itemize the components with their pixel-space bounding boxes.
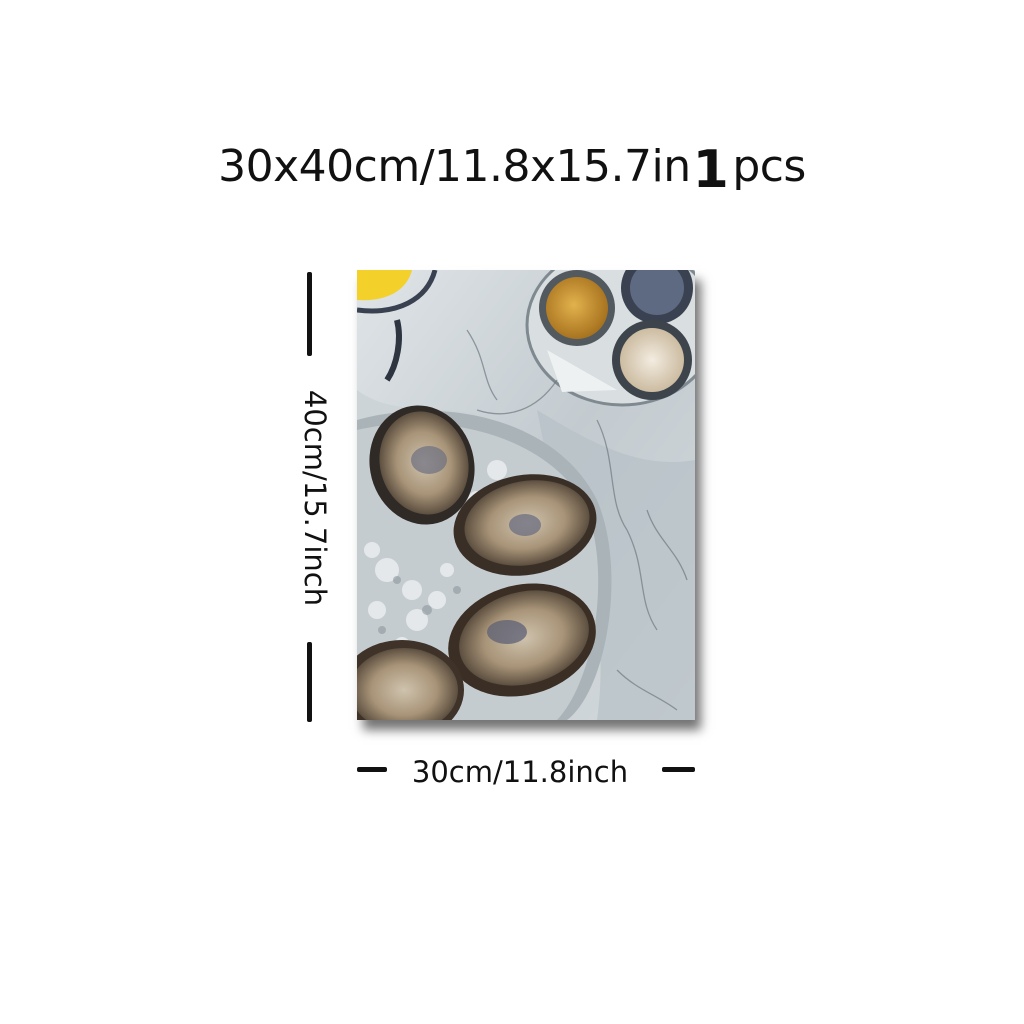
oyster-middle: [453, 474, 597, 576]
size-title: 30x40cm/11.8x15.7in1pcs: [0, 134, 1024, 200]
oyster-painting: [357, 270, 695, 720]
lemon-wedge: [357, 270, 412, 301]
size-text: 30x40cm/11.8x15.7in: [218, 141, 691, 192]
canvas-artwork: [357, 270, 695, 720]
oyster-lower: [448, 583, 596, 697]
height-dimension-line-bottom: [307, 642, 312, 722]
oyster-bottom-left: [357, 640, 464, 720]
width-dimension-line-left: [357, 767, 387, 772]
height-dimension-line-top: [307, 272, 312, 356]
width-dimension-line-right: [662, 767, 695, 772]
horseradish-bowl: [620, 328, 684, 392]
width-dimension-label: 30cm/11.8inch: [411, 755, 629, 789]
quantity-unit: pcs: [732, 141, 806, 192]
oyster-top: [369, 405, 475, 525]
quantity-number: 1: [692, 140, 729, 200]
cocktail-sauce-bowl: [546, 277, 608, 339]
height-dimension-text: 40cm/15.7inch: [298, 389, 332, 607]
